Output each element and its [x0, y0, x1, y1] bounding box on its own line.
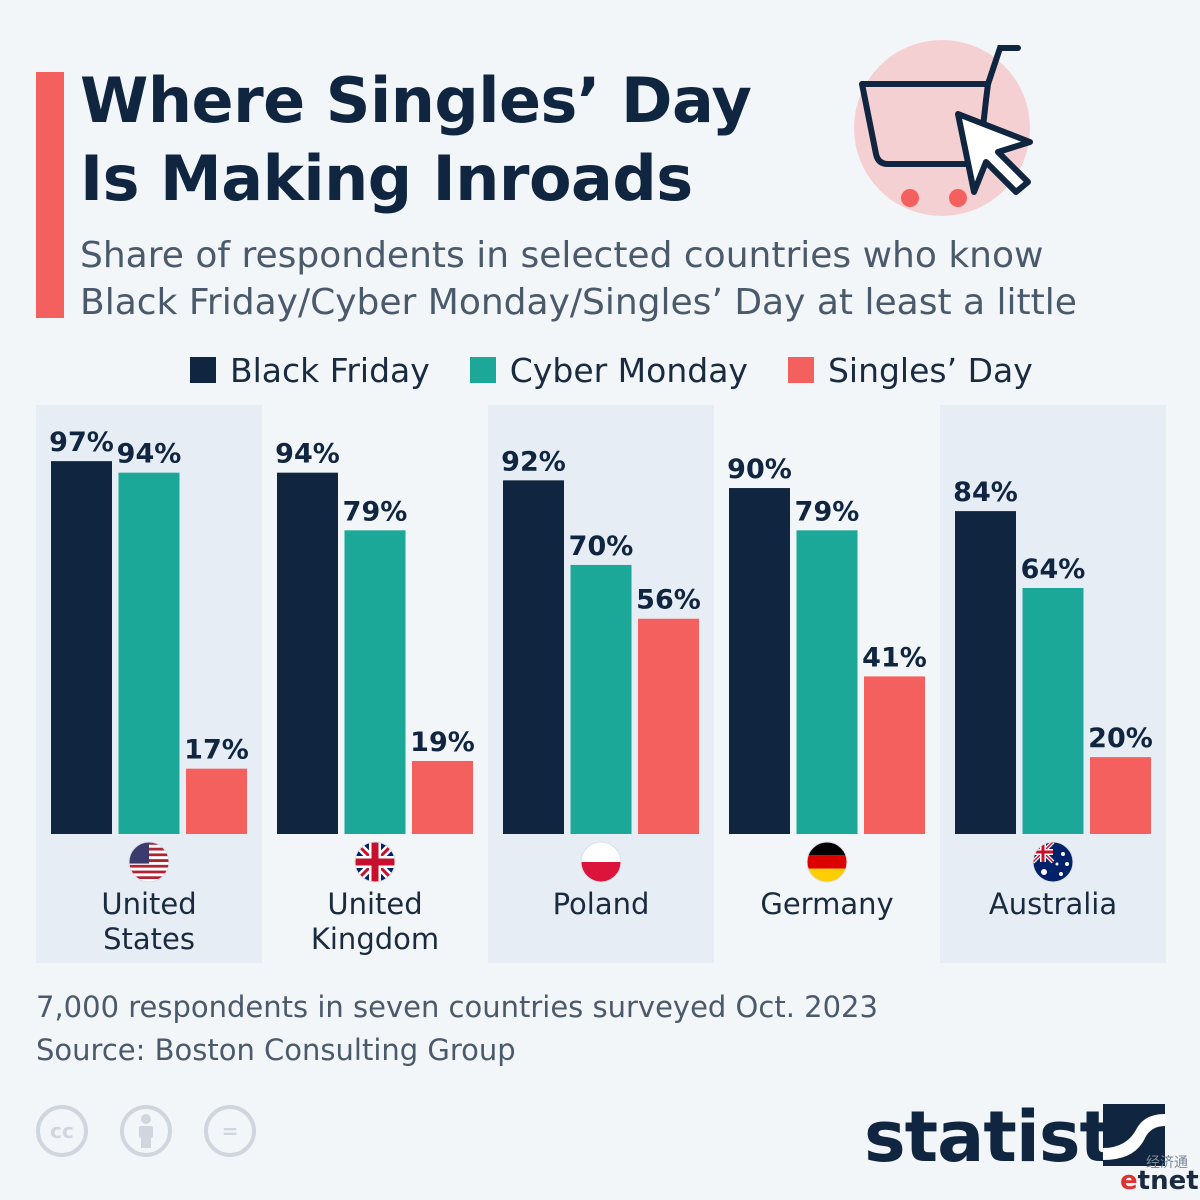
category-label-australia-line-1: Australia — [989, 887, 1117, 921]
bar-australia-cyber-monday — [1022, 587, 1084, 834]
category-label-germany-line-1: Germany — [760, 887, 893, 921]
subtitle-line-2: Black Friday/Cyber Monday/Singles’ Day a… — [80, 282, 1077, 323]
value-label-uk-cyber-monday: 79% — [343, 496, 408, 527]
category-label-us-line-1: United — [101, 887, 196, 921]
value-label-germany-cyber-monday: 79% — [795, 496, 860, 527]
bar-uk-black-friday — [277, 472, 338, 834]
legend-item-singles-day: Singles’ Day — [787, 350, 1033, 390]
attribution-person-icon — [139, 1114, 153, 1148]
uk-flag-icon — [354, 841, 396, 883]
survey-note: 7,000 respondents in seven countries sur… — [36, 990, 878, 1024]
attribution-icon[interactable] — [120, 1105, 172, 1157]
bar-australia-black-friday — [955, 511, 1016, 834]
value-label-australia-black-friday: 84% — [953, 477, 1018, 508]
bar-us-cyber-monday — [118, 472, 180, 834]
bar-germany-cyber-monday — [796, 530, 858, 834]
germany-flag-icon — [806, 841, 848, 883]
cc-icon[interactable]: cc — [36, 1105, 88, 1157]
value-label-germany-singles-day: 41% — [862, 642, 927, 673]
page-subtitle: Share of respondents in selected countri… — [80, 232, 1090, 326]
category-label-uk-line-1: United — [327, 887, 422, 921]
bar-us-singles-day — [186, 768, 247, 834]
value-label-us-singles-day: 17% — [184, 735, 249, 766]
category-label-uk-line-2: Kingdom — [311, 922, 439, 956]
legend-swatch-black-friday — [190, 357, 216, 383]
watermark-etnet: etnet — [1120, 1166, 1199, 1196]
value-label-australia-singles-day: 20% — [1088, 723, 1153, 754]
australia-flag-icon — [1032, 841, 1074, 883]
title-line-1: Where Singles’ Day — [80, 64, 752, 137]
legend-label-singles-day: Singles’ Day — [827, 350, 1033, 390]
bar-uk-cyber-monday — [344, 530, 406, 834]
value-label-us-cyber-monday: 94% — [117, 439, 182, 470]
category-label-us-line-2: States — [103, 922, 195, 956]
license-icons: cc = — [36, 1105, 288, 1157]
bar-poland-cyber-monday — [570, 564, 632, 834]
bar-germany-singles-day — [864, 676, 925, 834]
legend-label-cyber-monday: Cyber Monday — [509, 350, 748, 390]
value-label-us-black-friday: 97% — [49, 427, 114, 458]
watermark-tnet: tnet — [1137, 1166, 1199, 1196]
legend-item-black-friday: Black Friday — [190, 351, 430, 390]
value-label-poland-singles-day: 56% — [636, 585, 701, 616]
title-line-2: Is Making Inroads — [80, 142, 693, 215]
subtitle-line-1: Share of respondents in selected countri… — [80, 235, 1044, 276]
legend-swatch-cyber-monday — [469, 357, 496, 383]
legend-label-black-friday: Black Friday — [230, 350, 430, 390]
poland-flag-icon — [580, 841, 622, 883]
bar-us-black-friday — [51, 461, 112, 834]
category-label-poland-line-1: Poland — [553, 887, 650, 921]
chart-legend: Black Friday Cyber Monday Singles’ Day — [190, 348, 1073, 392]
bar-uk-singles-day — [412, 760, 473, 834]
cc-icon-text: cc — [50, 1119, 74, 1143]
source-note: Source: Boston Consulting Group — [36, 1033, 516, 1067]
bar-germany-black-friday — [729, 488, 790, 834]
value-label-uk-singles-day: 19% — [410, 727, 475, 758]
value-label-australia-cyber-monday: 64% — [1021, 554, 1086, 585]
watermark-chinese: 经济通 — [1146, 1155, 1188, 1171]
watermark-e: e — [1120, 1166, 1138, 1196]
bar-poland-black-friday — [503, 480, 564, 834]
page-title: Where Singles’ Day Is Making Inroads — [80, 62, 752, 218]
value-label-poland-cyber-monday: 70% — [569, 531, 634, 562]
statista-mark-icon — [1103, 1104, 1165, 1166]
value-label-germany-black-friday: 90% — [727, 454, 792, 485]
value-label-poland-black-friday: 92% — [501, 446, 566, 477]
bar-australia-singles-day — [1090, 757, 1151, 834]
bar-poland-singles-day — [638, 618, 699, 834]
shopping-cart-cursor-icon — [854, 40, 1033, 216]
us-flag-icon — [128, 841, 170, 883]
nd-icon-text: = — [221, 1119, 239, 1143]
no-derivatives-icon[interactable]: = — [204, 1105, 256, 1157]
value-label-uk-black-friday: 94% — [275, 439, 340, 470]
legend-item-cyber-monday: Cyber Monday — [469, 350, 748, 390]
legend-swatch-singles-day — [787, 357, 814, 383]
accent-bar — [36, 72, 64, 318]
